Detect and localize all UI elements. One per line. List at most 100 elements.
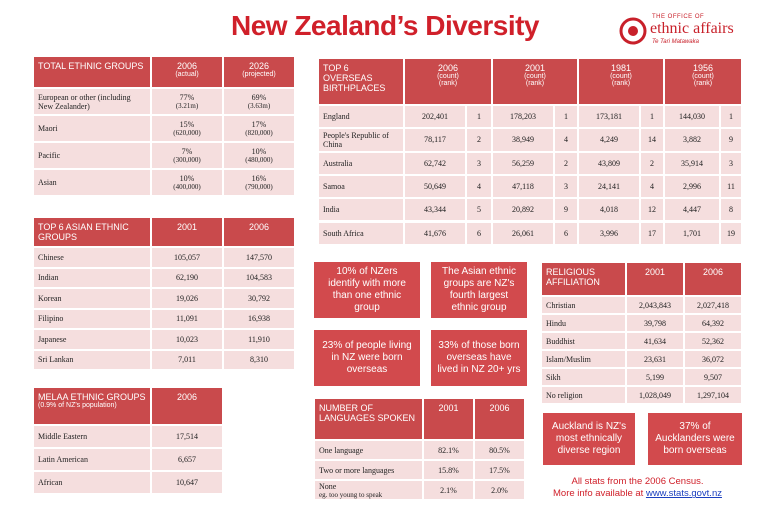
table: RELIGIOUS AFFILIATION 2001 2006 Christian 2,… (541, 262, 742, 404)
header-cell: MELAA ETHNIC GROUPS (0.9% of NZ's populat… (33, 387, 151, 425)
table-cell: 14 (640, 128, 664, 152)
table-cell: One language (314, 440, 423, 460)
cell-line: (rank) (438, 80, 458, 87)
header-cell: 2026 (projected) (223, 56, 295, 88)
cell-line: (count) (692, 73, 714, 80)
header-cell: 2001 (count) (rank) (492, 58, 578, 105)
table-cell: 62,190 (151, 267, 223, 288)
table-cell: 2 (640, 151, 664, 175)
table-cell: 43,809 (578, 151, 640, 175)
table-cell: 9,507 (684, 368, 742, 386)
table-cell: 7,011 (151, 349, 223, 370)
table-cell: 2.1% (423, 480, 474, 500)
table-cell: 50,649 (404, 174, 466, 199)
cell-line: 10% (179, 174, 195, 183)
table-cell: 105,057 (151, 247, 223, 268)
table-cell: 3 (466, 151, 492, 175)
table-cell: 2 (466, 128, 492, 152)
cell-line: 2006 (437, 63, 459, 73)
cell-line: (790,000) (245, 183, 273, 191)
table-cell: 36,072 (684, 350, 742, 368)
table-cell: 16% (790,000) (223, 169, 295, 196)
table-cell: 82.1% (423, 440, 474, 460)
table-cell: Middle Eastern (33, 425, 151, 448)
table-cell: 4,018 (578, 198, 640, 222)
header-cell: 2006 (count) (rank) (404, 58, 492, 105)
table: MELAA ETHNIC GROUPS (0.9% of NZ's populat… (33, 387, 223, 494)
table-cell: 1,297,104 (684, 386, 742, 404)
header-cell: 2006 (684, 262, 742, 296)
page-title: New Zealand’s Diversity (230, 10, 540, 41)
table-cell: 64,392 (684, 314, 742, 332)
table: TOP 6 OVERSEAS BIRTHPLACES 2006 (count) (ra… (318, 58, 742, 245)
table-cell: 19,026 (151, 288, 223, 309)
table-cell: 9 (720, 128, 742, 152)
cell-line: 7% (181, 147, 193, 156)
table-cell: 56,259 (492, 151, 554, 175)
fact-box: 10% of NZers identify with more than one… (314, 262, 420, 318)
cell-line: (480,000) (245, 156, 273, 164)
table-cell: Australia (318, 151, 404, 175)
table-cell: 147,570 (223, 247, 295, 268)
fact-box: Auckland is NZ's most ethnically diverse… (543, 413, 635, 465)
cell-line: (rank) (611, 80, 631, 87)
table-cell: 62,742 (404, 151, 466, 175)
table-cell: 20,892 (492, 198, 554, 222)
cell-line: (3.21m) (175, 102, 199, 110)
cell-line: (projected) (242, 71, 276, 78)
table-cell: Maori (33, 115, 151, 142)
table-cell: 23,631 (626, 350, 684, 368)
table-cell: 1,701 (664, 221, 720, 245)
cell-line: (300,000) (173, 156, 201, 164)
cell-line: (3.63m) (247, 102, 271, 110)
table-cell: Asian (33, 169, 151, 196)
table-cell: 104,583 (223, 267, 295, 288)
table-cell: 17 (640, 221, 664, 245)
cell-line: (count) (610, 73, 632, 80)
cell-line: 15% (179, 120, 195, 129)
cell-line: eg. too young to speak (319, 490, 383, 499)
table-cell: 43,344 (404, 198, 466, 222)
footer: All stats from the 2006 Census. More inf… (530, 476, 745, 501)
footer-line: More info available at www.stats.govt.nz (530, 488, 745, 500)
fact-box: The Asian ethnic groups are NZ's fourth … (431, 262, 527, 318)
cell-line: (rank) (693, 80, 713, 87)
logo-mark (619, 17, 647, 45)
fact-box: 33% of those born overseas have lived in… (431, 330, 527, 386)
cell-line: 1981 (610, 63, 632, 73)
table-cell: 80.5% (474, 440, 525, 460)
table-cell: 2,027,418 (684, 296, 742, 314)
table-cell: 173,181 (578, 105, 640, 129)
cell-line: 2026 (248, 61, 270, 71)
table-cell: 11,910 (223, 329, 295, 350)
table-cell: 9 (554, 198, 578, 222)
table-cell: 2,996 (664, 174, 720, 199)
table-cell: 1,028,049 (626, 386, 684, 404)
table-cell: 17,514 (151, 425, 223, 448)
table-cell: 17% (820,000) (223, 115, 295, 142)
cell-line: 1956 (692, 63, 714, 73)
table-cell: 3,882 (664, 128, 720, 152)
table-cell: 202,401 (404, 105, 466, 129)
cell-line: 2006 (176, 61, 198, 71)
header-cell: 2001 (151, 217, 223, 247)
cell-line: 10% (251, 147, 267, 156)
table-cell: Sikh (541, 368, 626, 386)
table-cell: 4 (466, 174, 492, 199)
footer-link[interactable]: www.stats.govt.nz (645, 488, 722, 500)
table-cell: Filipino (33, 308, 151, 329)
table-cell: Islam/Muslim (541, 350, 626, 368)
table-cell: Japanese (33, 329, 151, 350)
table-cell: 11 (720, 174, 742, 199)
table-cell: Latin American (33, 448, 151, 471)
table-cell: 1 (466, 105, 492, 129)
table: NUMBER OF LANGUAGES SPOKEN 2001 2006 One la… (314, 398, 525, 500)
table-cell: India (318, 198, 404, 222)
table-cell: 2,043,843 (626, 296, 684, 314)
header-cell: 2001 (423, 398, 474, 440)
table: TOTAL ETHNIC GROUPS 2006 (actual) 2026 (proj… (33, 56, 295, 196)
footer-line: All stats from the 2006 Census. (571, 476, 704, 487)
table-cell: 3 (554, 174, 578, 199)
cell-line: 16% (251, 174, 267, 183)
logo-name: ethnic affairs (650, 20, 734, 37)
